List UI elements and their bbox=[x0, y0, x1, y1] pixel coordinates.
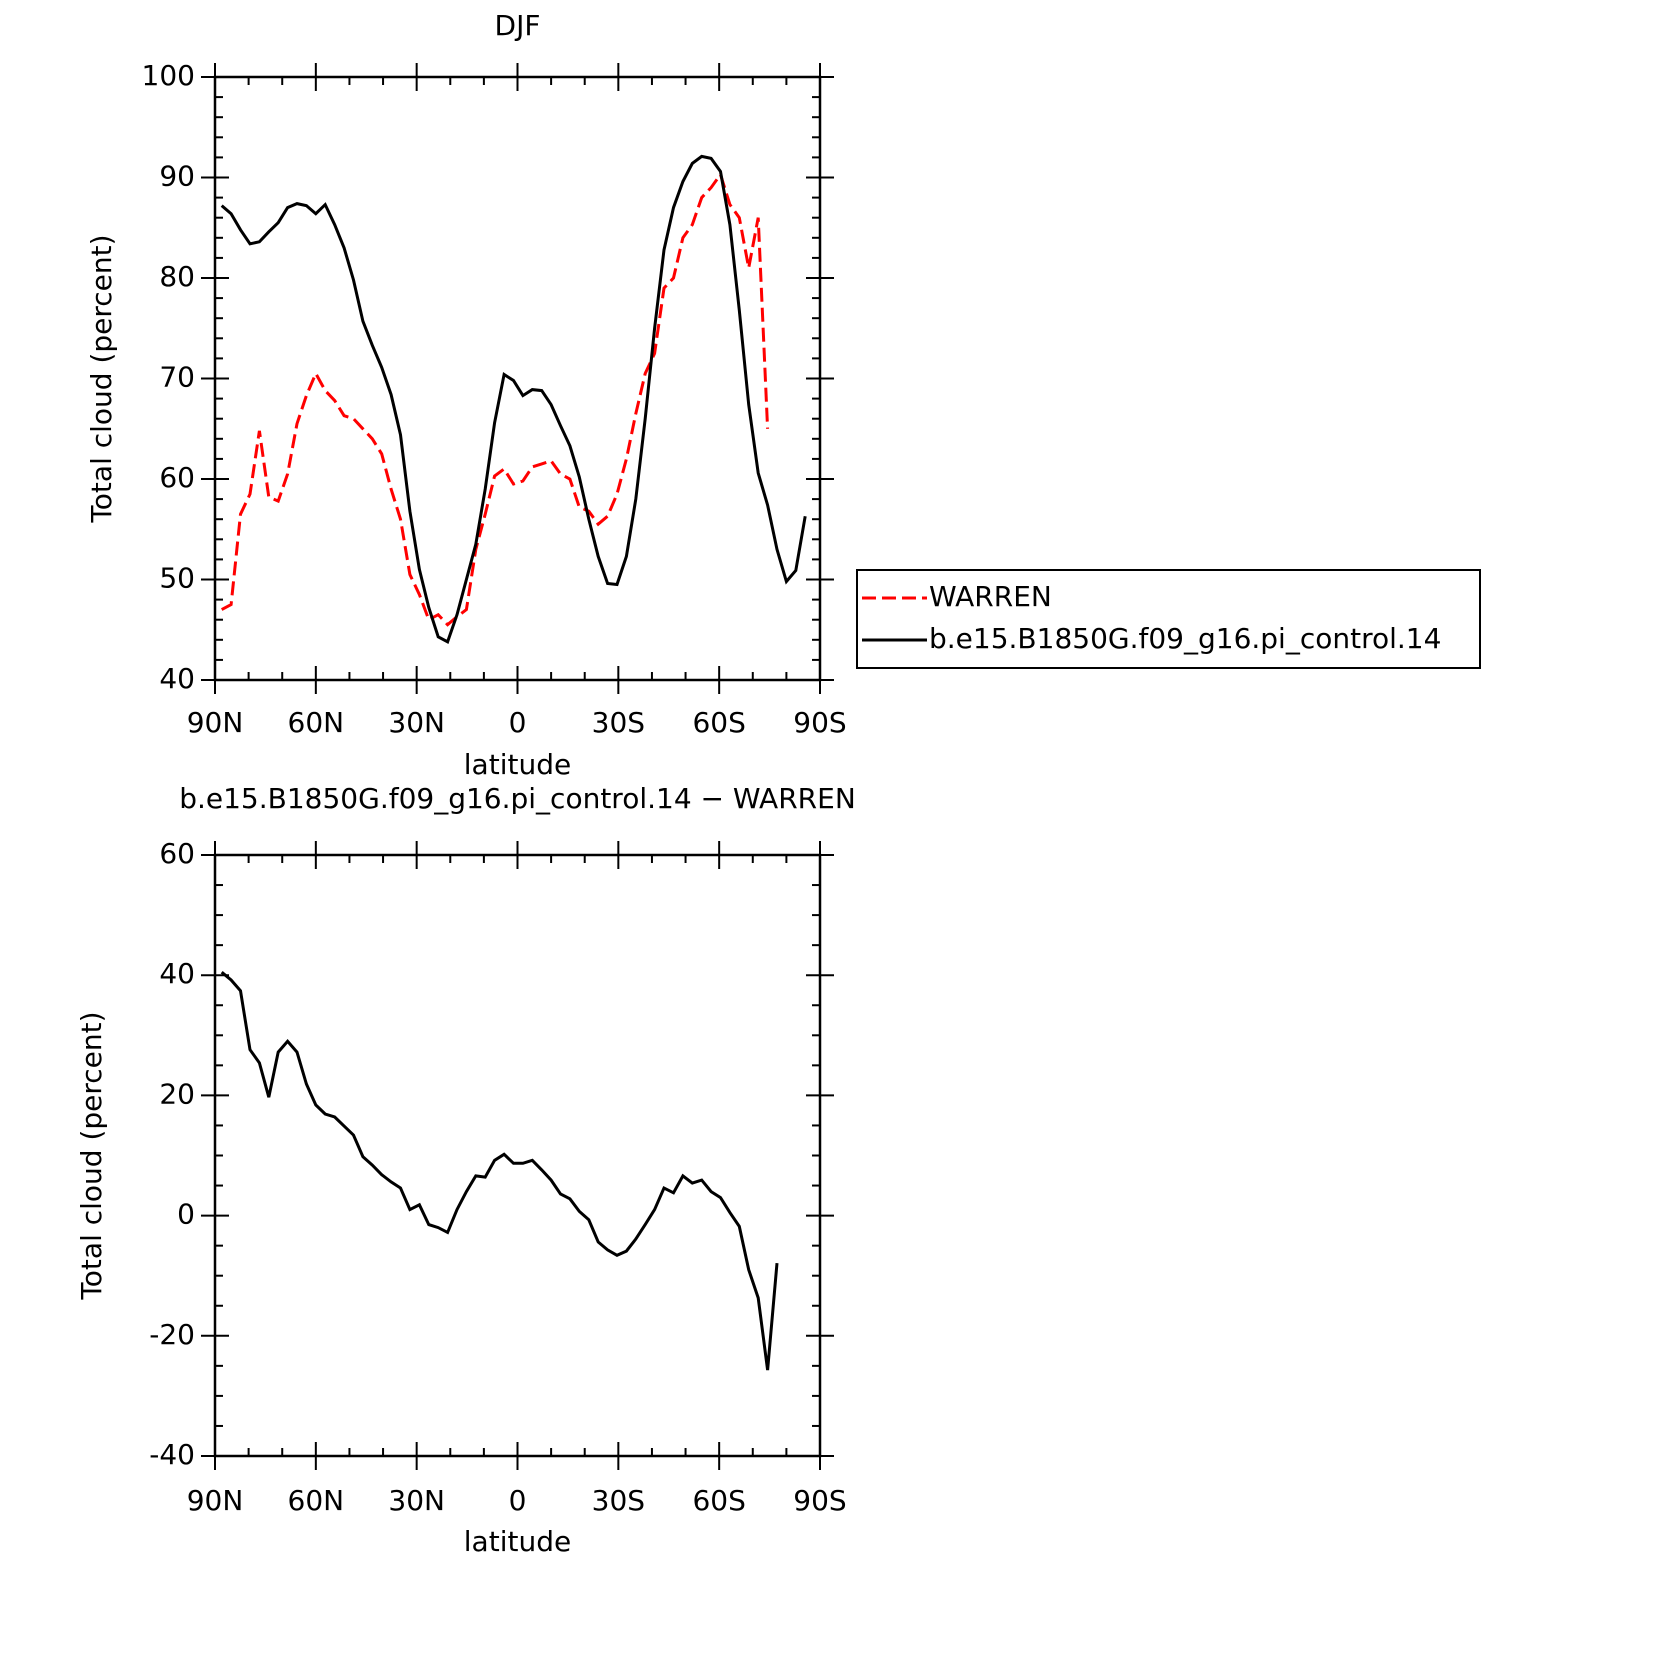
y-tick-label: 0 bbox=[177, 1198, 195, 1231]
legend-label: b.e15.B1850G.f09_g16.pi_control.14 bbox=[929, 622, 1441, 655]
plot-frame bbox=[213, 853, 822, 1458]
y-tick-label: 60 bbox=[159, 837, 195, 870]
x-tick-label: 30S bbox=[592, 706, 645, 739]
data-line bbox=[220, 154, 807, 644]
y-tick-label: 20 bbox=[159, 1077, 195, 1110]
y-tick-label: 50 bbox=[159, 562, 195, 595]
y-tick-label: 40 bbox=[159, 662, 195, 695]
y-axis-label: Total cloud (percent) bbox=[85, 234, 118, 523]
y-tick-label: 60 bbox=[159, 461, 195, 494]
y-tick-label: 70 bbox=[159, 361, 195, 394]
y-tick-label: 90 bbox=[159, 160, 195, 193]
legend-label: WARREN bbox=[929, 580, 1052, 613]
x-tick-label: 90N bbox=[187, 706, 244, 739]
x-tick-label: 90N bbox=[187, 1484, 244, 1517]
x-tick-label: 90S bbox=[793, 1484, 846, 1517]
x-tick-label: 30S bbox=[592, 1484, 645, 1517]
y-tick-label: 100 bbox=[142, 59, 195, 92]
y-tick-label: 40 bbox=[159, 957, 195, 990]
data-line bbox=[220, 171, 770, 627]
x-axis-label: latitude bbox=[464, 1525, 571, 1558]
x-tick-label: 60S bbox=[692, 1484, 745, 1517]
plot-frame bbox=[213, 75, 822, 682]
y-axis-label: Total cloud (percent) bbox=[75, 1011, 108, 1300]
x-tick-label: 60N bbox=[288, 1484, 345, 1517]
y-tick-label: -40 bbox=[149, 1438, 195, 1471]
x-axis-label: latitude bbox=[464, 748, 571, 781]
chart-title: b.e15.B1850G.f09_g16.pi_control.14 − WAR… bbox=[179, 782, 856, 815]
y-tick-label: -20 bbox=[149, 1318, 195, 1351]
chart-title: DJF bbox=[495, 9, 541, 42]
x-tick-label: 60S bbox=[692, 706, 745, 739]
y-tick-label: 80 bbox=[159, 260, 195, 293]
x-tick-label: 90S bbox=[793, 706, 846, 739]
x-tick-label: 30N bbox=[388, 1484, 445, 1517]
x-tick-label: 0 bbox=[509, 706, 527, 739]
x-tick-label: 60N bbox=[288, 706, 345, 739]
x-tick-label: 0 bbox=[509, 1484, 527, 1517]
data-line bbox=[220, 971, 779, 1371]
legend-box bbox=[856, 569, 1481, 669]
x-tick-label: 30N bbox=[388, 706, 445, 739]
